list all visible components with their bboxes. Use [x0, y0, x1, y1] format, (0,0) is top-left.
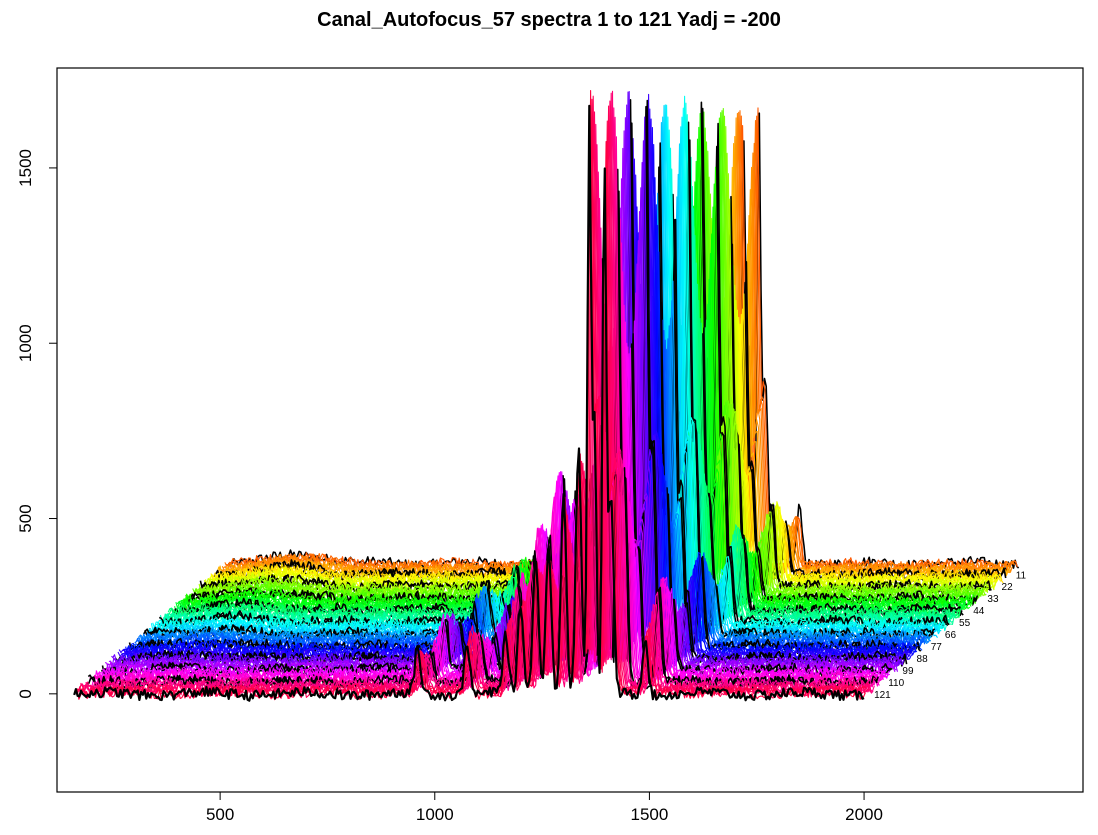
series-label: 99: [902, 666, 914, 677]
series-label: 22: [1002, 582, 1014, 593]
chart-title: Canal_Autofocus_57 spectra 1 to 121 Yadj…: [317, 9, 781, 31]
series-line: [99, 315, 891, 680]
series-line: [73, 104, 865, 702]
x-tick-label: 500: [206, 805, 234, 824]
series-label: 121: [874, 690, 891, 701]
x-tick-label: 1000: [416, 805, 454, 824]
series-label: 66: [945, 630, 957, 641]
y-tick-label: 1000: [16, 324, 35, 362]
series-label: 44: [973, 606, 985, 617]
series-label: 88: [917, 654, 929, 665]
x-tick-label: 2000: [845, 805, 883, 824]
y-tick-label: 1500: [16, 149, 35, 187]
series-label: 110: [888, 678, 904, 689]
series-label: 11: [1016, 570, 1027, 581]
x-tick-label: 1500: [631, 805, 669, 824]
series-label: 33: [987, 594, 999, 605]
axis-layer: 500 1000 1500 2000 0 500 1000 1500: [16, 149, 883, 824]
series-label: 55: [959, 618, 971, 629]
series-label: 77: [931, 642, 943, 653]
y-tick-label: 0: [16, 689, 35, 698]
series-layer: [73, 90, 1020, 702]
plot-frame: [56, 67, 1084, 793]
series-line: [93, 304, 884, 685]
y-tick-label: 500: [16, 504, 35, 532]
